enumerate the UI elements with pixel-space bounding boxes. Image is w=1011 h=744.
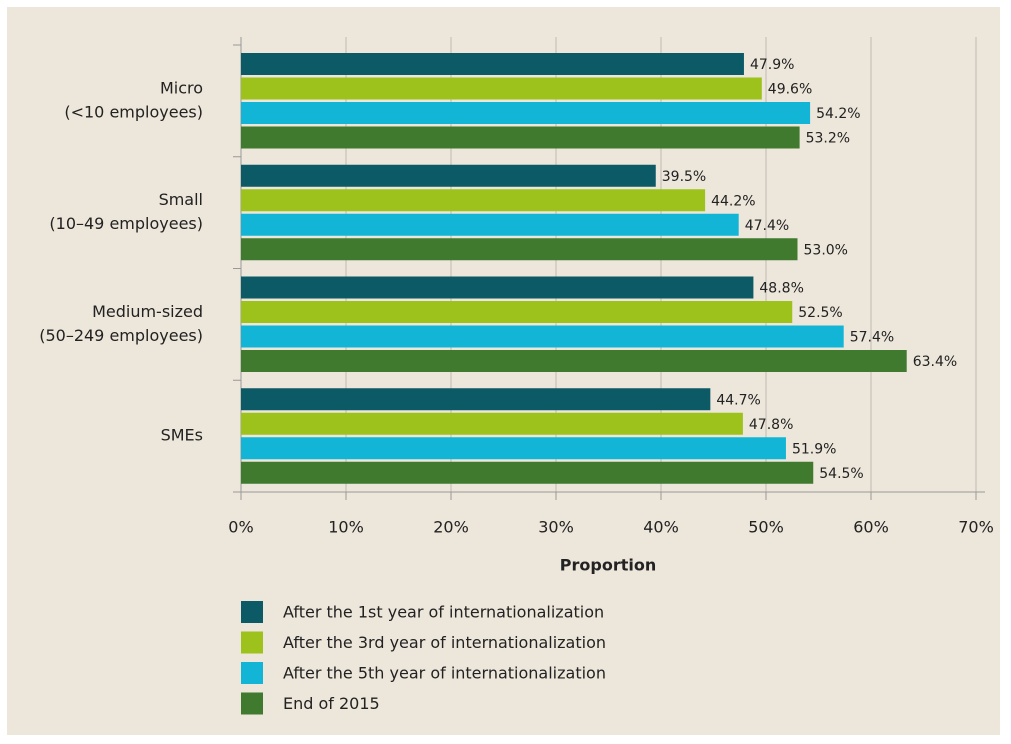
y-tick-label: Medium-sized	[92, 302, 203, 321]
x-tick-label: 50%	[748, 518, 784, 537]
value-label: 49.6%	[768, 82, 812, 98]
legend-label: After the 3rd year of internationalizati…	[283, 633, 606, 652]
value-label: 52.5%	[798, 305, 842, 321]
bar	[241, 126, 800, 149]
bar	[241, 213, 739, 236]
legend-label: End of 2015	[283, 694, 380, 713]
bar	[241, 325, 844, 348]
x-tick-label: 0%	[228, 518, 253, 537]
bar	[241, 77, 762, 100]
x-tick-label: 30%	[538, 518, 574, 537]
legend-label: After the 5th year of internationalizati…	[283, 664, 606, 683]
x-tick-label: 10%	[328, 518, 364, 537]
bar	[241, 238, 798, 261]
x-tick-label: 20%	[433, 518, 469, 537]
y-tick-label: Small	[159, 190, 203, 209]
legend-swatch	[241, 692, 263, 715]
value-label: 44.2%	[711, 193, 755, 209]
bar	[241, 388, 711, 411]
bar	[241, 412, 743, 435]
bar	[241, 437, 786, 460]
value-label: 48.8%	[759, 281, 803, 297]
value-label: 47.9%	[750, 57, 794, 73]
y-tick-label: (10–49 employees)	[49, 214, 203, 233]
y-tick-label: Micro	[160, 78, 203, 97]
x-tick-label: 70%	[958, 518, 994, 537]
legend-swatch	[241, 601, 263, 623]
value-label: 53.0%	[804, 242, 848, 258]
value-label: 54.2%	[816, 106, 860, 122]
value-label: 39.5%	[662, 169, 706, 185]
bar	[241, 102, 811, 124]
x-axis-label: Proportion	[560, 556, 656, 575]
bar	[241, 276, 754, 299]
value-label: 54.5%	[819, 466, 863, 482]
value-label: 53.2%	[806, 131, 850, 147]
bar	[241, 301, 793, 323]
y-tick-label: (50–249 employees)	[39, 326, 203, 345]
legend-swatch	[241, 662, 263, 684]
value-label: 57.4%	[850, 330, 894, 346]
x-tick-label: 60%	[853, 518, 889, 537]
y-tick-label: SMEs	[161, 426, 203, 445]
value-label: 44.7%	[716, 392, 760, 408]
value-label: 51.9%	[792, 441, 836, 457]
x-tick-label: 40%	[643, 518, 679, 537]
bar	[241, 53, 744, 75]
bar	[241, 189, 706, 212]
bar	[241, 461, 814, 484]
legend-swatch	[241, 631, 263, 654]
value-label: 47.8%	[749, 417, 793, 433]
y-tick-label: (<10 employees)	[64, 102, 203, 121]
bar	[241, 350, 907, 372]
bar	[241, 164, 656, 187]
value-label: 47.4%	[745, 218, 789, 234]
value-label: 63.4%	[913, 354, 957, 370]
legend-label: After the 1st year of internationalizati…	[283, 603, 604, 622]
